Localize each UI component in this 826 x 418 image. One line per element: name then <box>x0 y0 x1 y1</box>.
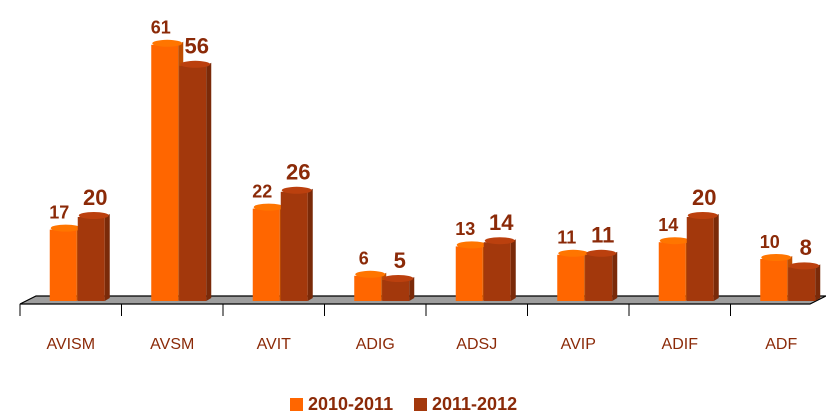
value-label: 61 <box>151 18 171 38</box>
bar <box>483 237 516 301</box>
x-tick-label: AVISM <box>46 336 95 353</box>
x-tick-label: AVIP <box>561 336 596 353</box>
bar-front <box>658 242 686 301</box>
x-tick-label: AVIT <box>257 336 292 353</box>
bar-front <box>179 65 207 301</box>
bar <box>658 237 691 301</box>
bar-front <box>557 254 585 301</box>
bar-front <box>788 267 816 301</box>
bar-top <box>50 224 81 232</box>
legend-label: 2010-2011 <box>308 394 393 414</box>
bar <box>788 262 821 301</box>
value-label: 8 <box>800 235 812 260</box>
bar-side <box>713 214 719 301</box>
bar-front <box>280 191 308 301</box>
bar <box>354 270 387 301</box>
bar-front <box>686 217 714 301</box>
floor <box>19 295 826 305</box>
value-label: 11 <box>557 228 576 248</box>
bar-top <box>253 203 284 211</box>
bar-top <box>484 237 515 245</box>
x-tick-label: AVSM <box>150 336 194 353</box>
bar <box>382 275 415 301</box>
value-label: 5 <box>394 248 406 273</box>
value-label: 14 <box>658 215 678 235</box>
value-label: 17 <box>49 202 69 222</box>
bar-top <box>152 39 183 47</box>
bar-side <box>104 214 110 301</box>
bar <box>77 212 110 301</box>
legend-swatch <box>414 398 427 411</box>
bar-top <box>456 241 487 249</box>
bar <box>151 39 184 302</box>
bar <box>760 254 793 301</box>
value-label: 10 <box>760 232 780 252</box>
bar-top <box>659 237 690 245</box>
bar-top <box>761 254 792 261</box>
bar <box>686 212 719 301</box>
bar-top <box>180 60 211 68</box>
value-label: 26 <box>286 160 310 185</box>
x-tick-label: ADF <box>765 336 797 353</box>
bar-top <box>687 212 718 219</box>
value-label: 6 <box>359 249 369 269</box>
bar <box>455 241 488 301</box>
bar <box>585 249 618 301</box>
legend-swatch <box>290 398 303 411</box>
value-label: 20 <box>692 185 716 210</box>
bar <box>49 224 82 301</box>
value-label: 56 <box>185 34 209 59</box>
bar <box>280 186 313 301</box>
bar-front <box>49 229 77 301</box>
bar <box>557 249 590 301</box>
bar-front <box>77 217 105 301</box>
bar <box>179 60 212 301</box>
bar-front <box>483 242 511 301</box>
bar-side <box>510 239 516 301</box>
x-tick-label: ADIF <box>662 336 699 353</box>
x-tick-label: ADSJ <box>456 336 497 353</box>
bar-top <box>355 270 386 278</box>
bar-front <box>354 275 382 301</box>
bar-side <box>612 251 618 301</box>
bar <box>252 203 285 301</box>
value-label: 13 <box>455 219 475 239</box>
bar-front <box>252 208 280 301</box>
bar-front <box>151 44 179 302</box>
value-label: 22 <box>252 181 272 201</box>
bar-side <box>307 188 313 301</box>
bar-top <box>789 262 820 270</box>
x-tick-label: ADIG <box>356 336 395 353</box>
bar-top <box>586 249 617 257</box>
bar-front <box>585 254 613 301</box>
bar-top <box>558 249 589 257</box>
legend-label: 2011-2012 <box>432 394 517 414</box>
bar-top <box>383 275 414 282</box>
bar-top <box>281 186 312 194</box>
value-label: 11 <box>591 223 614 248</box>
value-label: 20 <box>83 185 107 210</box>
bar-top <box>78 212 109 219</box>
bar-side <box>409 277 415 301</box>
bar-front <box>760 259 788 301</box>
bar-front <box>455 246 483 301</box>
bar-side <box>206 62 212 301</box>
value-label: 14 <box>489 210 514 235</box>
bar-front <box>382 280 410 301</box>
bar-side <box>815 264 821 301</box>
